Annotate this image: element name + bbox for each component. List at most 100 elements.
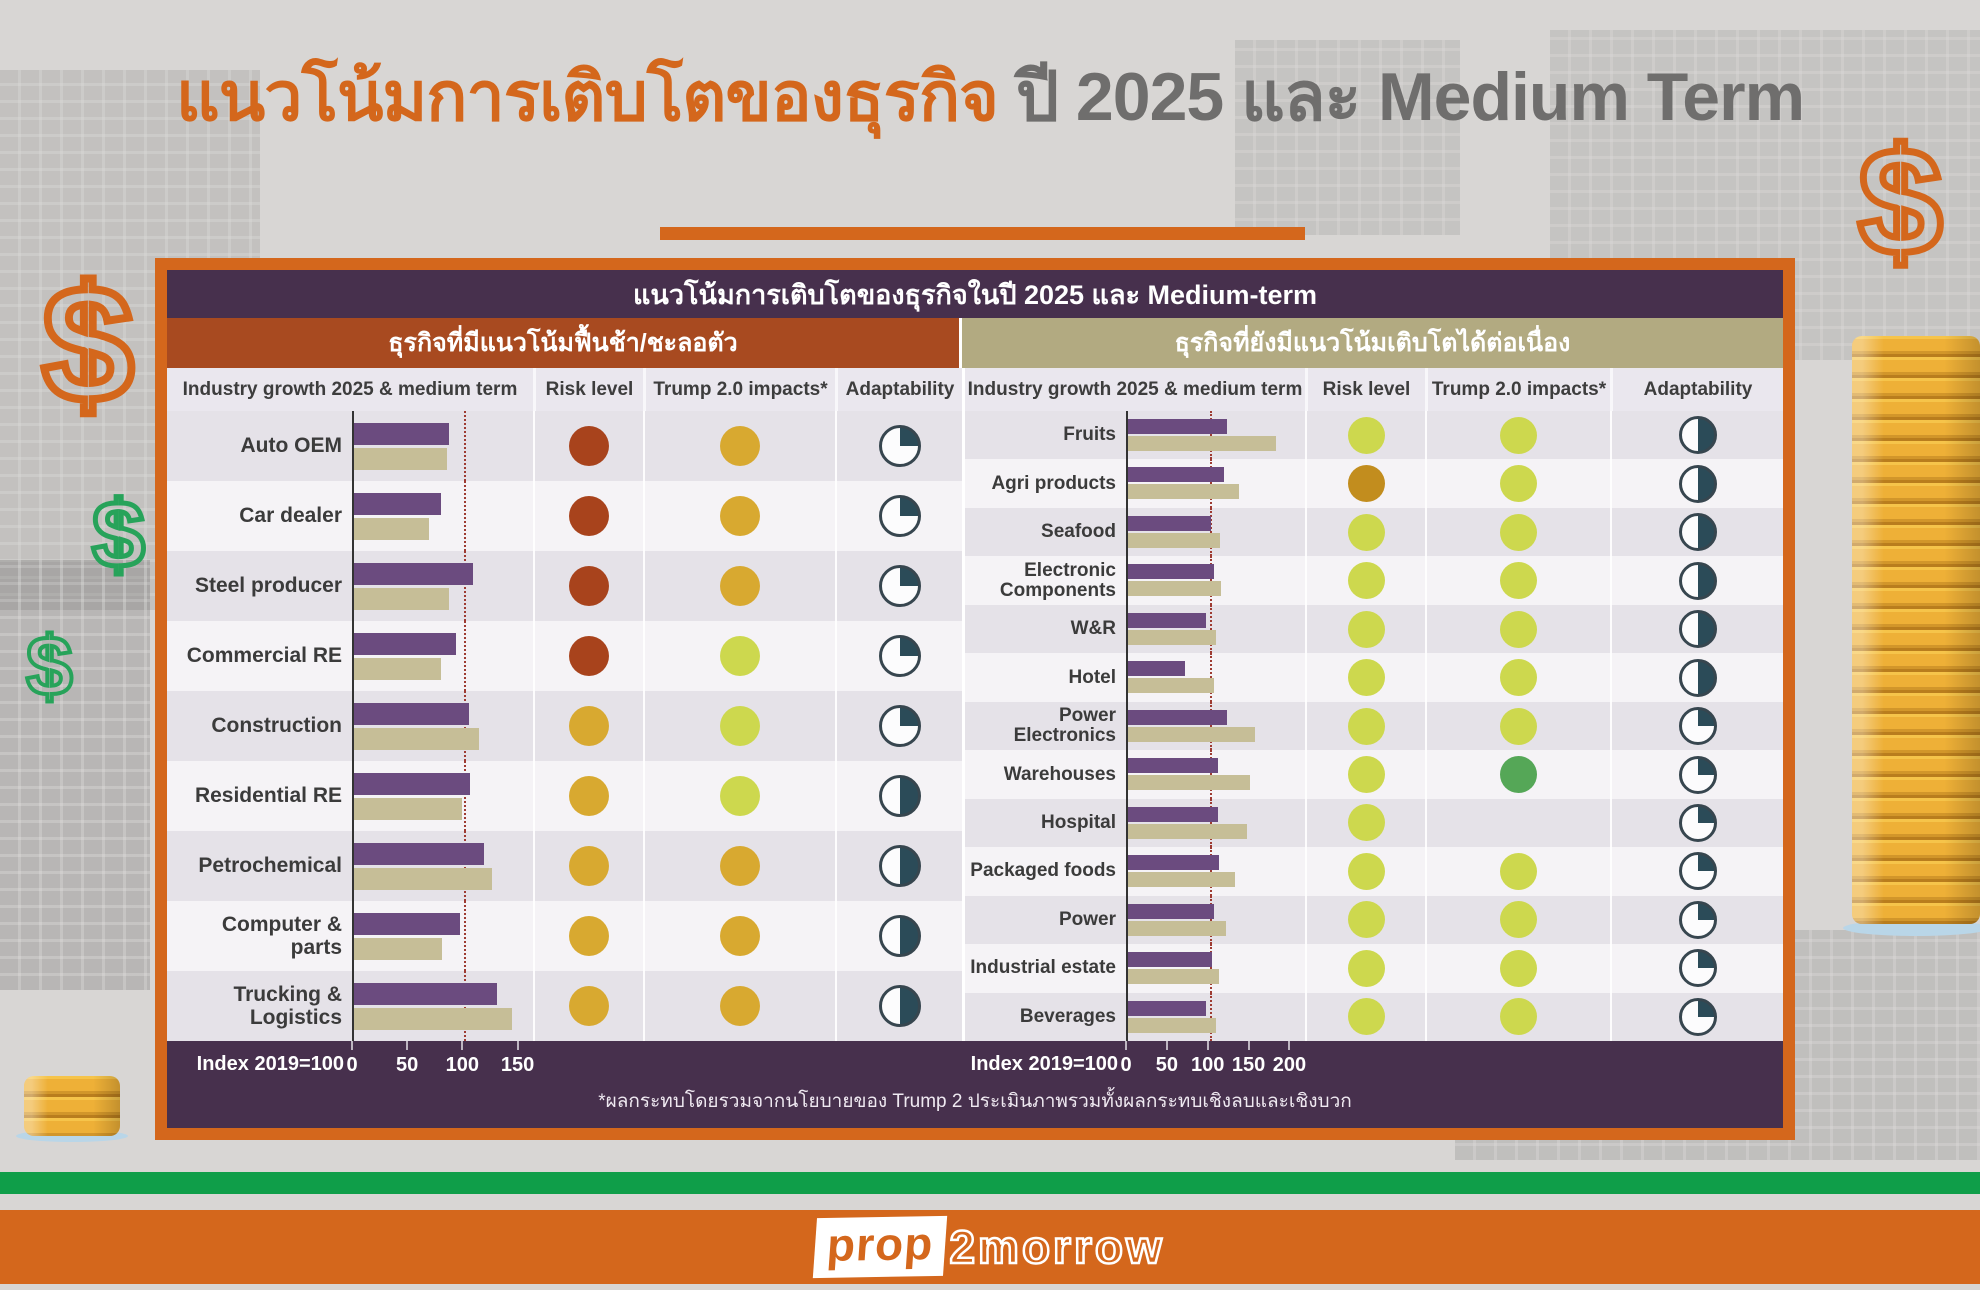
growth-bar-plot xyxy=(352,691,533,761)
industry-label: Beverages xyxy=(1019,1005,1116,1027)
industry-row: Packaged foods xyxy=(965,847,1783,896)
risk-level-cell xyxy=(533,621,643,691)
industry-row: Computer & parts xyxy=(167,901,962,971)
risk-level-cell xyxy=(533,411,643,481)
trump-impact-dot xyxy=(1500,610,1537,648)
bar-medium-term xyxy=(354,1008,512,1030)
axis-tick-mark xyxy=(1247,1041,1250,1050)
trump-impact-cell xyxy=(1425,701,1610,751)
adaptability-pie xyxy=(878,985,921,1027)
bar-medium-term xyxy=(1128,532,1220,548)
risk-level-dot xyxy=(569,706,609,746)
section-header-continued-growth: ธุรกิจที่ยังมีแนวโน้มเติบโตได้ต่อเนื่อง xyxy=(962,318,1783,368)
adaptability-cell xyxy=(835,761,962,831)
industry-label: Auto OEM xyxy=(240,434,342,458)
bar-2025 xyxy=(1128,806,1218,822)
trump-impact-cell xyxy=(1425,944,1610,993)
dollar-icon: $ xyxy=(1855,117,1947,287)
bar-medium-term xyxy=(1128,969,1219,985)
panel-rows: Auto OEM Car dealer Steel producer Commerci… xyxy=(167,411,962,1041)
trump-impact-dot xyxy=(1500,949,1537,987)
industry-label: Steel producer xyxy=(194,574,342,598)
axis-tick-label: 100 xyxy=(1191,1054,1225,1076)
reference-line-100 xyxy=(1209,750,1212,799)
axis-tick-label: 0 xyxy=(346,1054,358,1076)
trump-impact-cell xyxy=(643,481,835,551)
chart-body: Industry growth 2025 & medium term Risk l… xyxy=(167,368,1783,1042)
adaptability-cell xyxy=(835,901,962,971)
trump-impact-dot xyxy=(720,706,760,746)
adaptability-cell xyxy=(1610,653,1783,702)
bar-2025 xyxy=(1128,903,1214,919)
industry-row: Agri products xyxy=(965,459,1783,508)
axis-tick-label: 50 xyxy=(1155,1054,1178,1076)
bar-2025 xyxy=(354,913,460,935)
adaptability-cell xyxy=(835,411,962,481)
risk-level-cell xyxy=(1305,411,1425,460)
adaptability-cell xyxy=(835,621,962,691)
industry-label: Warehouses xyxy=(1003,763,1116,785)
industry-row: Power xyxy=(965,895,1783,945)
bar-medium-term xyxy=(1128,678,1214,694)
risk-level-dot xyxy=(1347,998,1385,1036)
city-skyline-backdrop xyxy=(0,560,150,990)
bar-2025 xyxy=(354,773,470,795)
logo-2morrow-text: 2morrow xyxy=(948,1220,1165,1275)
trump-impact-cell xyxy=(643,621,835,691)
growth-bar-plot xyxy=(352,761,533,831)
reference-line-100 xyxy=(1209,798,1212,848)
column-header-adaptability: Adaptability xyxy=(835,368,962,411)
bar-2025 xyxy=(1128,419,1227,434)
axis-left: Index 2019=100 0 50 100 150 xyxy=(167,1041,962,1083)
trump-impact-dot xyxy=(720,566,760,606)
risk-level-cell xyxy=(533,831,643,901)
industry-label: Car dealer xyxy=(239,504,342,528)
bar-2025 xyxy=(1128,855,1219,871)
bar-2025 xyxy=(354,493,441,515)
bar-medium-term xyxy=(354,728,479,750)
bar-2025 xyxy=(1128,467,1224,483)
axis-ticks: 0 50 100 150 200 xyxy=(1120,1041,1306,1083)
growth-bar-plot xyxy=(1126,459,1305,508)
reference-line-100 xyxy=(464,551,467,621)
column-header-row: Industry growth 2025 & medium term Risk l… xyxy=(167,368,962,411)
risk-level-dot xyxy=(1347,901,1385,939)
coin-stack-icon xyxy=(1852,336,1980,924)
adaptability-cell xyxy=(835,971,962,1041)
industry-row: Auto OEM xyxy=(167,411,962,481)
adaptability-cell xyxy=(1610,507,1783,557)
trump-impact-dot xyxy=(1500,707,1537,745)
trump-impact-cell xyxy=(643,901,835,971)
adaptability-cell xyxy=(835,551,962,621)
growth-bar-plot xyxy=(1126,604,1305,654)
risk-level-dot xyxy=(569,426,609,466)
column-header-trump: Trump 2.0 impacts* xyxy=(1425,368,1610,411)
trump-impact-cell xyxy=(643,411,835,481)
index-label: Index 2019=100 xyxy=(970,1053,1118,1075)
panel-rows: Fruits Agri products Seafood Electronic Com… xyxy=(965,411,1783,1042)
reference-line-100 xyxy=(1209,847,1212,896)
adaptability-pie xyxy=(878,705,921,747)
reference-line-100 xyxy=(1209,653,1212,702)
page-title: แนวโน้มการเติบโตของธุรกิจ ปี 2025 และ Me… xyxy=(0,42,1980,150)
bar-2025 xyxy=(1128,758,1218,774)
axis-tick-mark xyxy=(1125,1041,1127,1050)
bar-2025 xyxy=(354,843,484,865)
axis-tick-label: 100 xyxy=(445,1054,480,1076)
growth-bar-plot xyxy=(1126,847,1305,896)
industry-label: Electronic Components xyxy=(999,559,1116,601)
industry-label: Petrochemical xyxy=(198,854,342,878)
axis-tick-mark xyxy=(406,1041,409,1050)
risk-level-cell xyxy=(1305,604,1425,654)
growth-bar-plot xyxy=(1126,507,1305,557)
axis-footer: Index 2019=100 0 50 100 150 Index 2019=100 … xyxy=(167,1041,1783,1128)
industry-label: Trucking & Logistics xyxy=(233,982,342,1029)
industry-label: Residential RE xyxy=(194,784,342,808)
growth-bar-plot xyxy=(352,481,533,551)
reference-line-100 xyxy=(464,761,467,831)
industry-row: Seafood xyxy=(965,507,1783,557)
risk-level-cell xyxy=(1305,556,1425,605)
industry-label: Hospital xyxy=(1041,812,1116,834)
axis-tick-label: 150 xyxy=(500,1054,535,1076)
risk-level-dot xyxy=(569,566,609,606)
